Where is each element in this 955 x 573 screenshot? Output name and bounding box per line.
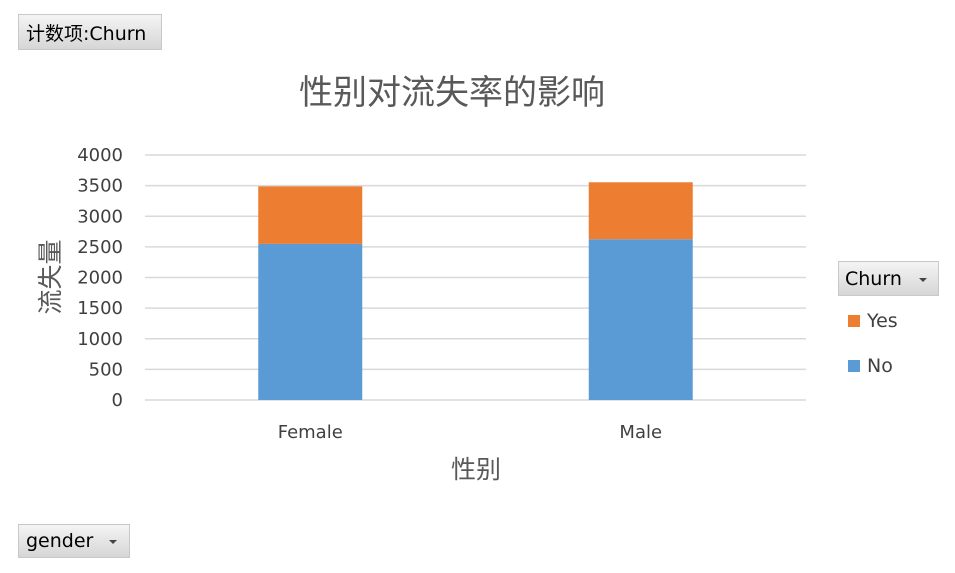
- y-tick-label-0: 0: [112, 390, 123, 411]
- x-tick-label-male: Male: [619, 422, 662, 443]
- y-tick-label-1500: 1500: [77, 298, 123, 319]
- y-tick-label-3500: 3500: [77, 176, 123, 197]
- chevron-down-icon[interactable]: [919, 278, 927, 282]
- value-field-label: 计数项:Churn: [26, 22, 147, 45]
- bar-yes-female: [258, 186, 363, 244]
- y-tick-label-2500: 2500: [77, 237, 123, 258]
- x-axis-ticks: Female Male: [278, 422, 662, 443]
- chart-title: 性别对流失率的影响: [299, 73, 605, 113]
- bar-no-female: [258, 243, 363, 400]
- legend-item-yes: Yes: [848, 310, 898, 332]
- bar-yes-male: [588, 182, 693, 240]
- y-tick-label-1000: 1000: [77, 329, 123, 350]
- legend-swatch-yes: [848, 315, 860, 327]
- value-field-button[interactable]: 计数项:Churn: [18, 14, 162, 50]
- y-tick-label-2000: 2000: [77, 268, 123, 289]
- bar-no-male: [588, 239, 693, 400]
- legend-field-label: Churn: [845, 267, 902, 290]
- y-tick-label-500: 500: [89, 359, 123, 380]
- row-field-button[interactable]: gender: [18, 524, 130, 558]
- legend-swatch-no: [848, 360, 860, 372]
- chevron-down-icon[interactable]: [109, 540, 117, 544]
- y-axis-ticks: 0 500 1000 1500 2000 2500 3000 3500 4000: [77, 145, 123, 411]
- legend-label-no: No: [867, 355, 893, 377]
- x-axis-title: 性别: [451, 455, 501, 484]
- legend-label-yes: Yes: [867, 310, 898, 332]
- y-tick-label-3000: 3000: [77, 206, 123, 227]
- y-axis-title: 流失量: [36, 239, 65, 314]
- gridlines: [145, 154, 806, 401]
- row-field-label: gender: [26, 530, 94, 552]
- legend-item-no: No: [848, 355, 893, 377]
- y-tick-label-4000: 4000: [77, 145, 123, 166]
- bar-series: [258, 182, 693, 400]
- legend-field-button[interactable]: Churn: [838, 261, 939, 296]
- x-tick-label-female: Female: [278, 422, 343, 443]
